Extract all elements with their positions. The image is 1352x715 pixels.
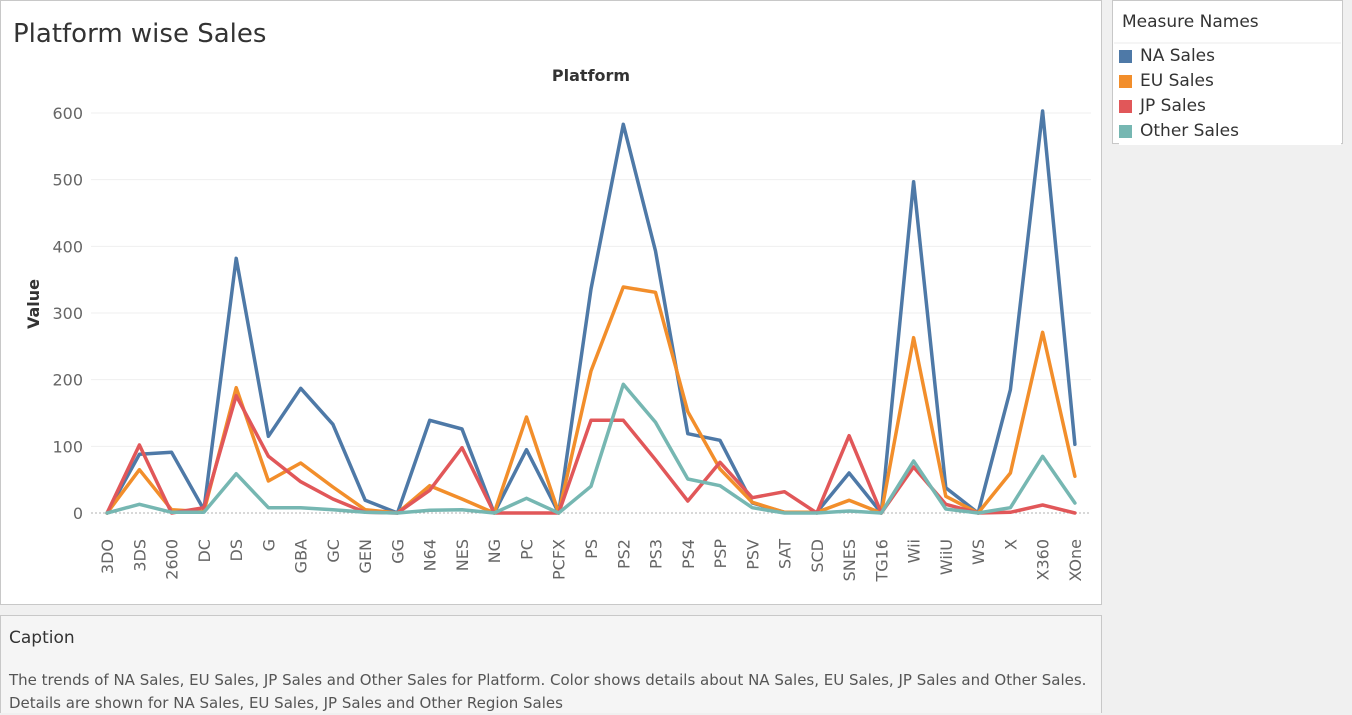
x-tick-label: PS2 — [614, 539, 633, 569]
legend-label: JP Sales — [1140, 96, 1206, 116]
x-tick-label: XOne — [1066, 539, 1085, 582]
x-tick-label: PSV — [743, 539, 762, 570]
x-tick-label: X360 — [1034, 539, 1053, 581]
legend-label: Other Sales — [1140, 121, 1239, 141]
x-tick-label: SAT — [776, 539, 795, 569]
legend-panel: Measure Names NA Sales EU Sales JP Sales… — [1112, 0, 1343, 145]
x-tick-label: X — [1001, 539, 1020, 550]
x-tick-label: NG — [485, 539, 504, 563]
legend-item-eu-sales[interactable]: EU Sales — [1119, 70, 1341, 95]
x-tick-label: SNES — [840, 539, 859, 581]
x-tick-label: DS — [227, 539, 246, 561]
legend-swatch — [1119, 75, 1132, 88]
series-line-jp-sales — [105, 393, 1077, 515]
x-tick-label: 3DO — [98, 539, 117, 574]
x-tick-label: GC — [324, 539, 343, 563]
caption-text: The trends of NA Sales, EU Sales, JP Sal… — [9, 671, 1087, 712]
legend-label: EU Sales — [1140, 71, 1214, 91]
legend-swatch — [1119, 100, 1132, 113]
x-tick-label: PCFX — [550, 539, 569, 580]
line-chart: 0 100 200 300 400 500 600 Value Platform 3DO 3DS 26… — [24, 66, 1091, 583]
legend-label: NA Sales — [1140, 46, 1215, 66]
viz-panel: Platform wise Sales 0 100 200 300 400 500 600 V… — [0, 0, 1102, 605]
x-tick-label: WiiU — [937, 539, 956, 575]
x-tick-label: PSP — [711, 539, 730, 569]
y-tick-label: 0 — [73, 504, 83, 523]
y-tick-label: 100 — [52, 437, 83, 456]
x-axis-label: Platform — [552, 66, 630, 85]
series-line-eu-sales — [105, 285, 1077, 515]
x-tick-label: 2600 — [163, 539, 182, 580]
legend-title: Measure Names — [1122, 12, 1259, 32]
legend-list: NA Sales EU Sales JP Sales Other Sales — [1119, 45, 1341, 145]
y-tick-label: 200 — [52, 371, 83, 390]
series-line-na-sales — [105, 109, 1077, 515]
x-tick-label: PS — [582, 539, 601, 559]
legend-swatch — [1119, 50, 1132, 63]
x-tick-label: GG — [388, 539, 407, 564]
x-tick-label: GBA — [292, 539, 311, 573]
x-tick-label: TG16 — [872, 539, 891, 583]
x-tick-label: PC — [517, 539, 536, 560]
y-tick-label: 500 — [52, 171, 83, 190]
y-axis-label: Value — [24, 279, 43, 329]
caption-panel: Caption The trends of NA Sales, EU Sales… — [0, 615, 1102, 713]
x-tick-label: PS3 — [647, 539, 666, 569]
legend-divider — [1114, 42, 1341, 44]
x-tick-label: GEN — [356, 539, 375, 573]
x-tick-label: WS — [969, 539, 988, 565]
legend-item-jp-sales[interactable]: JP Sales — [1119, 95, 1341, 120]
series-line-other-sales — [105, 382, 1077, 515]
x-tick-label: DC — [195, 539, 214, 563]
x-tick-label: G — [259, 539, 278, 551]
x-tick-label: N64 — [421, 539, 440, 571]
x-tick-label: 3DS — [130, 539, 149, 572]
legend-item-other-sales[interactable]: Other Sales — [1119, 120, 1341, 145]
caption-title: Caption — [9, 628, 75, 648]
y-tick-label: 600 — [52, 104, 83, 123]
y-tick-label: 400 — [52, 237, 83, 256]
sheet-title: Platform wise Sales — [13, 19, 267, 49]
x-tick-label: Wii — [905, 539, 924, 563]
x-tick-label: PS4 — [679, 539, 698, 569]
x-tick-label: SCD — [808, 539, 827, 573]
legend-swatch — [1119, 125, 1132, 138]
y-tick-label: 300 — [52, 304, 83, 323]
legend-item-na-sales[interactable]: NA Sales — [1119, 45, 1341, 70]
x-tick-label: NES — [453, 539, 472, 571]
